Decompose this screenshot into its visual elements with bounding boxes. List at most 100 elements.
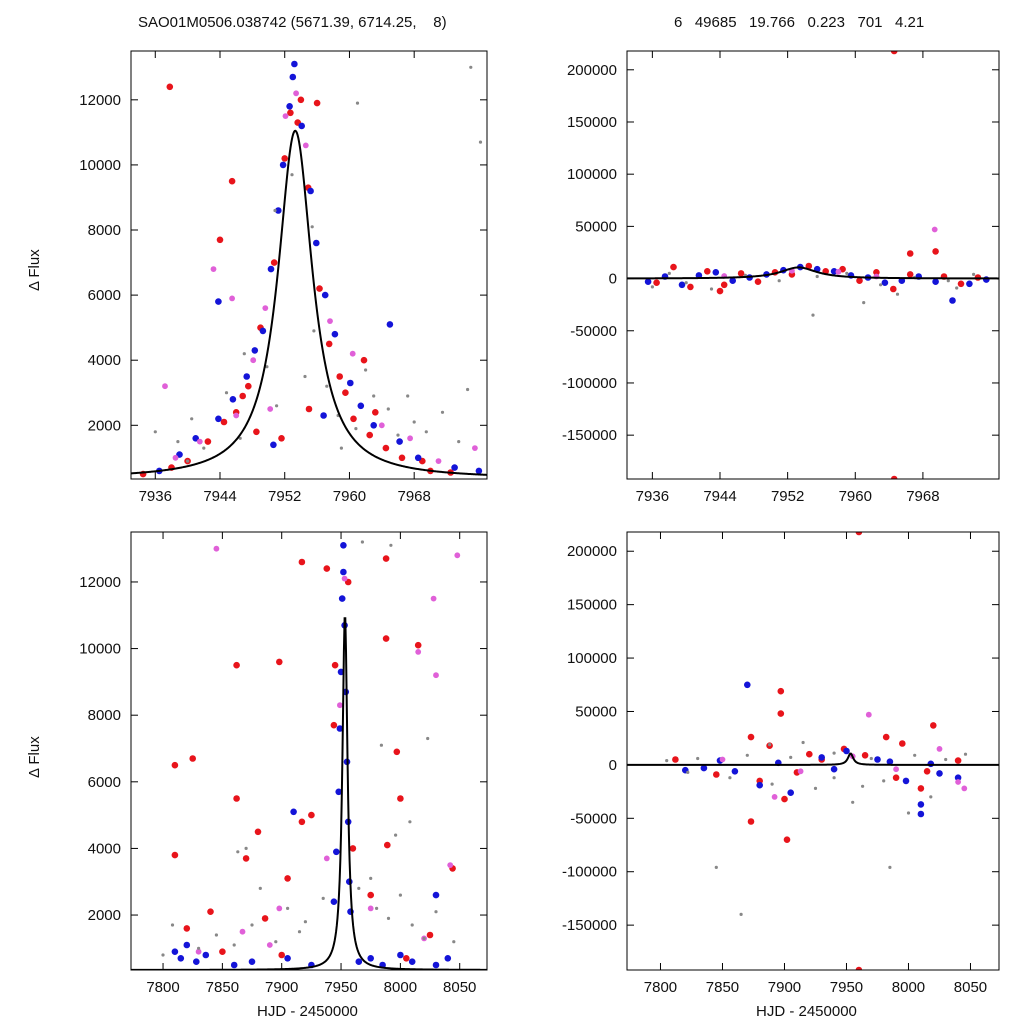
- data-point-blue: [279, 161, 287, 169]
- data-point-red: [278, 951, 286, 959]
- data-point-blue: [330, 898, 338, 905]
- data-point-blue: [927, 760, 935, 768]
- data-point-grey: [250, 923, 254, 927]
- data-point-red: [171, 851, 179, 859]
- data-point-grey: [396, 433, 400, 437]
- data-point-red: [414, 641, 422, 649]
- data-point-red: [308, 811, 315, 819]
- fit-parameters-title: 6 49685 19.766 0.223 701 4.21: [674, 14, 925, 31]
- x-tick-label: 7944: [203, 488, 236, 505]
- x-tick-label: 8050: [954, 979, 987, 996]
- data-point-grey: [186, 459, 190, 463]
- plot-frame: [130, 531, 488, 971]
- y-tick-label: 0: [609, 271, 617, 288]
- data-point-grey: [176, 440, 180, 444]
- data-point-red: [930, 722, 937, 729]
- data-point-blue: [408, 958, 416, 965]
- data-point-blue: [787, 789, 794, 796]
- y-tick-label: 2000: [88, 417, 121, 434]
- data-point-grey: [686, 770, 690, 775]
- data-point-grey: [963, 752, 968, 756]
- data-point-red: [873, 269, 880, 276]
- data-point-violet: [955, 779, 961, 785]
- data-point-blue: [331, 330, 339, 338]
- data-point-violet: [267, 406, 274, 412]
- data-point-red: [350, 415, 357, 423]
- data-point-blue: [396, 438, 403, 445]
- x-tick-label: 7900: [768, 979, 801, 996]
- data-point-grey: [224, 391, 229, 395]
- data-point-grey: [354, 427, 358, 431]
- y-tick-label: -100000: [562, 864, 617, 881]
- data-point-red: [331, 661, 339, 669]
- data-point-blue: [678, 281, 686, 289]
- data-point-blue: [340, 542, 347, 549]
- data-point-blue: [936, 770, 943, 777]
- data-point-grey: [410, 923, 414, 927]
- data-point-red: [382, 444, 390, 452]
- data-point-grey: [770, 782, 774, 786]
- data-point-red: [882, 733, 890, 741]
- y-axis-label-bottom-left: Δ Flux: [26, 736, 43, 778]
- data-point-blue: [336, 725, 344, 732]
- plot-frame: [626, 50, 1000, 480]
- y-tick-label: 100000: [567, 650, 617, 667]
- data-point-grey: [440, 410, 445, 414]
- data-point-blue: [290, 808, 297, 816]
- data-point-red: [336, 373, 344, 380]
- data-point-violet: [415, 649, 422, 655]
- data-point-blue: [347, 379, 354, 387]
- data-point-blue: [251, 347, 259, 354]
- data-point-blue: [874, 756, 881, 763]
- data-point-red: [313, 99, 321, 107]
- data-points: [665, 532, 968, 970]
- data-point-violet: [893, 766, 899, 773]
- data-point-red: [687, 283, 694, 291]
- data-point-grey: [696, 756, 700, 761]
- data-point-grey: [170, 923, 175, 927]
- data-point-red: [189, 755, 196, 762]
- data-point-red: [720, 281, 728, 289]
- data-point-blue: [644, 278, 652, 286]
- data-point-violet: [454, 552, 461, 559]
- data-point-blue: [183, 941, 191, 949]
- data-point-grey: [408, 820, 412, 824]
- data-point-violet: [472, 445, 478, 451]
- data-point-grey: [832, 751, 836, 755]
- y-tick-label: 0: [609, 757, 617, 774]
- panel-top-right: 7936 7944 7952 7960 7968 -150000 -100000 -50000…: [562, 50, 1000, 505]
- data-point-blue: [192, 435, 199, 442]
- data-points: [139, 60, 483, 478]
- data-point-grey: [357, 886, 361, 891]
- data-point-red: [384, 841, 391, 849]
- model-curve: [627, 266, 999, 280]
- data-point-red: [166, 83, 174, 91]
- data-point-red: [923, 768, 931, 775]
- data-point-red: [397, 795, 404, 802]
- data-point-grey: [882, 779, 886, 783]
- data-point-blue: [335, 788, 343, 796]
- data-point-violet: [172, 454, 179, 461]
- data-point-red: [747, 818, 755, 825]
- y-tick-label: 12000: [79, 92, 121, 109]
- data-point-red: [287, 109, 294, 117]
- data-point-red: [670, 263, 677, 271]
- data-point-violet: [430, 595, 437, 602]
- data-point-violet: [349, 350, 356, 357]
- panel-top-left: 7936 7944 7952 7960 7968 2000 4000 6000 8000 1000…: [79, 50, 488, 505]
- data-point-blue: [338, 595, 346, 602]
- data-point-red: [242, 855, 250, 862]
- data-point-red: [917, 785, 925, 792]
- data-point-red: [737, 270, 745, 277]
- data-point-red: [382, 555, 390, 562]
- y-tick-label: 10000: [79, 157, 121, 174]
- y-tick-label: 8000: [88, 222, 121, 239]
- data-point-blue: [432, 961, 440, 969]
- x-tick-label: 7968: [397, 488, 430, 505]
- data-point-red: [270, 259, 278, 266]
- data-point-red: [372, 409, 379, 416]
- data-point-red: [220, 418, 228, 426]
- data-point-grey: [153, 430, 157, 434]
- data-point-grey: [244, 846, 248, 851]
